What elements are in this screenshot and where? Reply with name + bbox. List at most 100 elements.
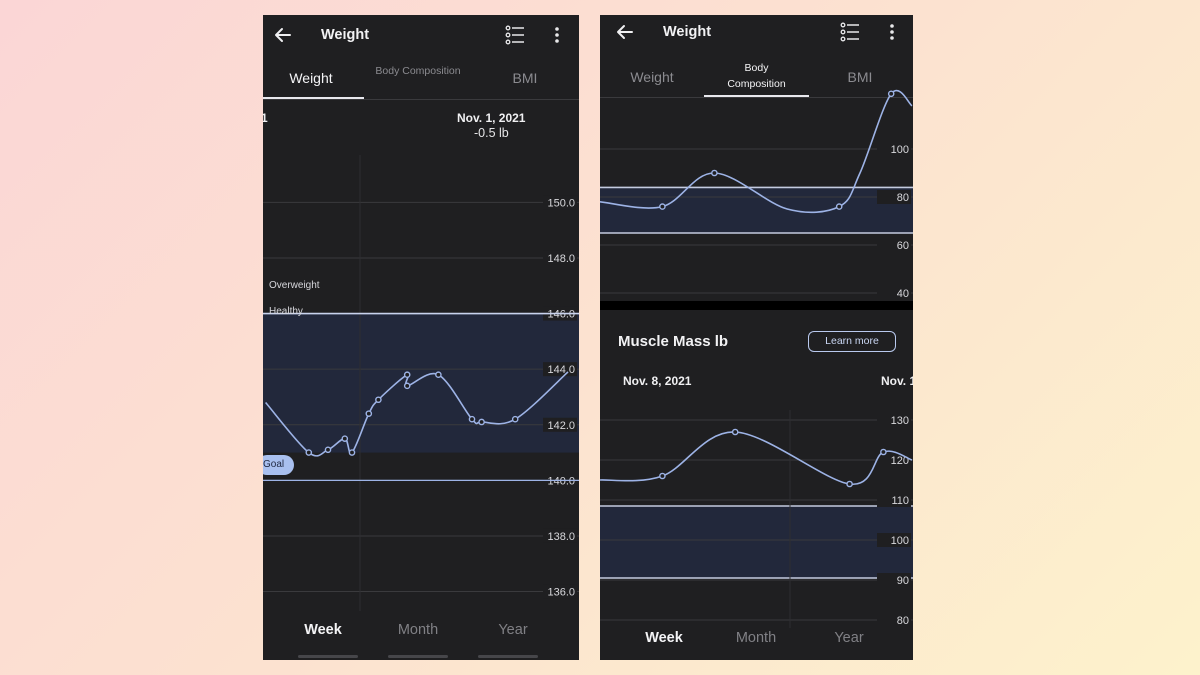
tick-label-bg bbox=[543, 584, 577, 599]
app-title: Weight bbox=[663, 24, 712, 40]
data-point bbox=[711, 169, 718, 177]
data-point bbox=[435, 371, 442, 379]
scroll-indicator-2 bbox=[388, 655, 448, 658]
data-point bbox=[305, 449, 313, 456]
tick-label-bg bbox=[877, 238, 911, 252]
range-selector: Week Month Year bbox=[263, 611, 579, 660]
data-point bbox=[375, 396, 382, 404]
range-band bbox=[600, 506, 913, 578]
range-year[interactable]: Year bbox=[834, 630, 864, 646]
tick-label-bg bbox=[877, 453, 911, 467]
y-tick-label: 80 bbox=[897, 192, 909, 204]
y-tick-label: 130 bbox=[891, 415, 909, 427]
data-point bbox=[659, 203, 666, 210]
tick-label-bg bbox=[877, 493, 911, 507]
y-tick-label: 60 bbox=[897, 240, 909, 252]
active-tab-indicator bbox=[263, 97, 364, 99]
muscle-next-date: Nov. 1 bbox=[881, 374, 913, 388]
tick-label-bg bbox=[877, 190, 911, 204]
tick-label-bg bbox=[877, 413, 911, 427]
tab-divider bbox=[263, 99, 579, 100]
active-tab-indicator bbox=[704, 95, 809, 97]
list-view-icon[interactable] bbox=[504, 24, 526, 46]
body-composition-screen: Weight Weight Body Composition BMI 100 80… bbox=[600, 15, 913, 660]
data-point bbox=[887, 90, 895, 98]
y-tick-label: 80 bbox=[897, 615, 909, 627]
tab-body-composition[interactable]: Body Composition bbox=[375, 65, 461, 77]
data-point bbox=[511, 415, 519, 423]
app-bar: Weight bbox=[263, 15, 579, 55]
y-tick-label: 110 bbox=[891, 495, 909, 507]
back-arrow-icon[interactable] bbox=[615, 22, 635, 42]
range-week[interactable]: Week bbox=[645, 630, 683, 646]
range-month[interactable]: Month bbox=[735, 630, 777, 646]
back-arrow-icon[interactable] bbox=[273, 25, 293, 45]
data-point bbox=[365, 410, 373, 417]
tab-body-line2: Composition bbox=[727, 78, 786, 90]
section-separator bbox=[600, 301, 913, 310]
data-point bbox=[835, 203, 843, 210]
tab-body-composition[interactable]: Body Composition bbox=[708, 60, 805, 92]
list-view-icon[interactable] bbox=[839, 21, 861, 43]
tab-weight[interactable]: Weight bbox=[630, 69, 674, 85]
y-tick-label: 142.0 bbox=[547, 420, 575, 432]
body-composition-chart[interactable]: 100 80 60 40 bbox=[600, 15, 913, 305]
y-tick-label: 138.0 bbox=[547, 531, 575, 543]
tick-label-bg bbox=[543, 528, 577, 543]
y-tick-label: 40 bbox=[897, 288, 909, 300]
tab-bmi[interactable]: BMI bbox=[847, 69, 873, 85]
goal-marker[interactable]: Goal bbox=[263, 455, 295, 475]
learn-more-button[interactable]: Learn more bbox=[808, 331, 896, 352]
range-selector: Week Month Year bbox=[600, 619, 913, 660]
scroll-indicator-1 bbox=[298, 655, 358, 658]
data-point bbox=[846, 480, 853, 488]
data-point bbox=[880, 448, 887, 456]
y-tick-label: 146.0 bbox=[547, 309, 575, 321]
data-point bbox=[468, 415, 476, 423]
tab-divider bbox=[600, 97, 913, 98]
y-tick-label: 144.0 bbox=[547, 364, 575, 376]
tick-label-bg bbox=[877, 533, 911, 547]
overweight-zone-label: Overweight bbox=[267, 280, 322, 291]
tick-label-bg bbox=[543, 195, 577, 210]
app-bar: Weight bbox=[600, 15, 913, 55]
tick-label-bg bbox=[543, 250, 577, 265]
tick-label-bg bbox=[877, 142, 911, 156]
muscle-selected-date: Nov. 8, 2021 bbox=[623, 374, 692, 388]
data-point bbox=[348, 449, 356, 456]
data-point bbox=[478, 418, 485, 426]
tab-body-line1: Body bbox=[744, 62, 769, 74]
tick-label-bg bbox=[877, 613, 911, 627]
data-point bbox=[659, 472, 666, 480]
weight-chart[interactable]: 150.0 148.0 146.0 144.0 142.0 140.0 138.0 136.0 bbox=[263, 15, 579, 615]
range-month[interactable]: Month bbox=[397, 622, 439, 638]
y-tick-label: 150.0 bbox=[547, 197, 575, 209]
muscle-mass-chart[interactable]: 130 120 110 100 90 80 bbox=[600, 15, 913, 660]
tab-bmi[interactable]: BMI bbox=[512, 70, 538, 86]
data-line bbox=[600, 431, 913, 485]
range-band bbox=[263, 313, 579, 453]
tab-weight[interactable]: Weight bbox=[289, 70, 333, 86]
data-point bbox=[341, 435, 349, 442]
y-tick-label: 140.0 bbox=[547, 475, 575, 487]
range-year[interactable]: Year bbox=[498, 622, 528, 638]
scroll-indicator-3 bbox=[478, 655, 538, 658]
data-point bbox=[403, 371, 411, 379]
y-tick-label: 148.0 bbox=[547, 253, 575, 265]
more-options-icon[interactable] bbox=[888, 21, 896, 43]
tick-label-bg bbox=[877, 286, 911, 300]
tick-label-bg bbox=[877, 573, 911, 587]
range-week[interactable]: Week bbox=[304, 622, 342, 638]
tick-label-bg bbox=[543, 362, 577, 377]
previous-date-label: 1 bbox=[263, 111, 268, 125]
range-band bbox=[600, 187, 913, 233]
y-tick-label: 100 bbox=[891, 535, 909, 547]
y-tick-label: 100 bbox=[891, 144, 909, 156]
healthy-zone-label: Healthy bbox=[269, 306, 303, 317]
more-options-icon[interactable] bbox=[553, 24, 561, 46]
data-point bbox=[324, 446, 332, 454]
data-point bbox=[731, 428, 739, 436]
app-title: Weight bbox=[321, 27, 370, 43]
data-point bbox=[403, 382, 411, 390]
y-tick-label: 120 bbox=[891, 455, 909, 467]
